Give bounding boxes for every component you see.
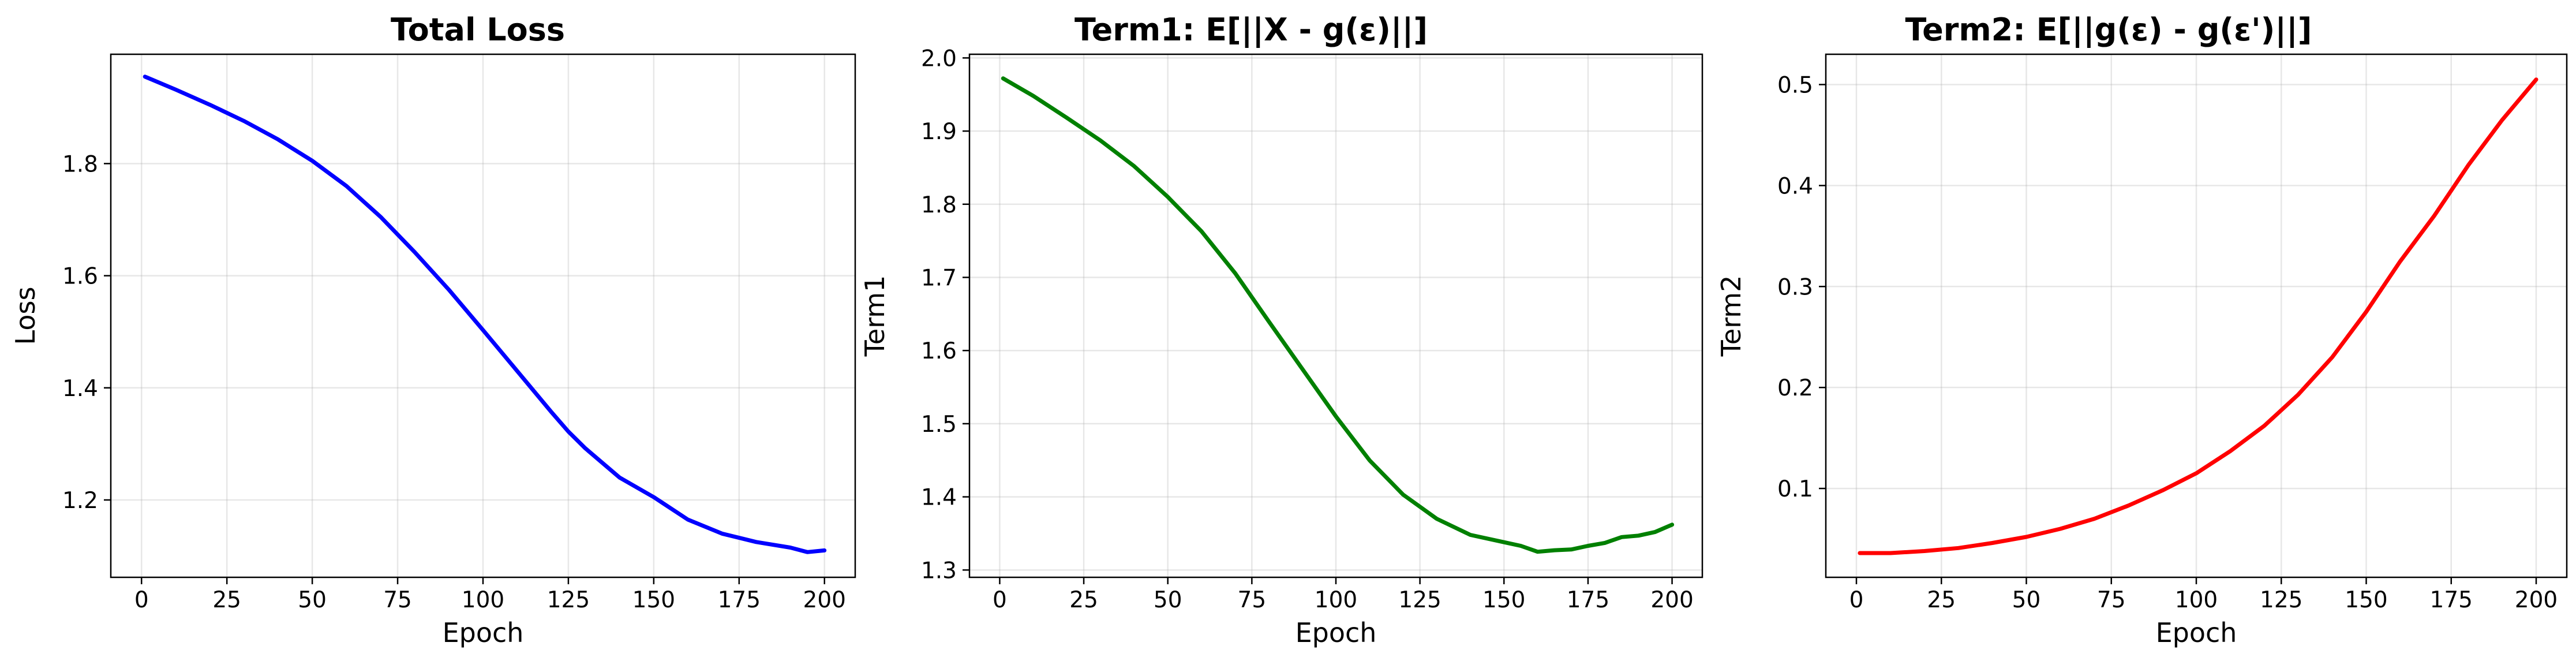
y-tick-label: 1.9 xyxy=(921,119,957,145)
y-tick-label: 0.3 xyxy=(1777,274,1813,300)
y-tick-label: 1.6 xyxy=(62,264,98,290)
x-tick-label: 175 xyxy=(2430,587,2473,613)
x-tick-label: 200 xyxy=(1650,587,1693,613)
y-tick-label: 1.6 xyxy=(921,338,957,364)
x-tick-label: 25 xyxy=(212,587,241,613)
y-tick-label: 0.4 xyxy=(1777,173,1813,199)
x-tick-label: 75 xyxy=(383,587,412,613)
chart-panel-3: 0 25 50 75 100 125 150 175 200 0.1 0.2 0.3 0.4 0.5 Ter… xyxy=(1716,12,2568,648)
series-line xyxy=(143,74,827,554)
y-tick-label: 1.5 xyxy=(921,412,957,438)
y-tick-label: 0.5 xyxy=(1777,72,1813,98)
x-axis-label: Epoch xyxy=(2156,617,2237,648)
x-tick-label: 0 xyxy=(1849,587,1864,613)
x-tick-label: 150 xyxy=(1482,587,1525,613)
x-tick-label: 25 xyxy=(1069,587,1098,613)
x-tick-label: 100 xyxy=(1315,587,1357,613)
series-line xyxy=(1001,76,1675,554)
y-tick-label: 2.0 xyxy=(921,46,957,72)
x-tick-label: 125 xyxy=(547,587,590,613)
x-tick-label: 0 xyxy=(993,587,1007,613)
x-tick-label: 50 xyxy=(2012,587,2041,613)
y-tick-label: 1.4 xyxy=(921,485,957,511)
y-axis-label: Loss xyxy=(10,287,41,345)
x-tick-label: 175 xyxy=(718,587,761,613)
chart-title: Term2: E[||g(ε) - g(ε')||] xyxy=(1905,12,2312,48)
chart-panel-1: 0 25 50 75 100 125 150 175 200 1.2 1.4 1.6 1.8 Total … xyxy=(10,12,856,648)
y-tick-label: 1.8 xyxy=(921,192,957,218)
x-tick-label: 150 xyxy=(632,587,675,613)
x-tick-label: 200 xyxy=(803,587,846,613)
x-tick-label: 175 xyxy=(1567,587,1609,613)
x-tick-label: 150 xyxy=(2345,587,2387,613)
y-tick-label: 1.2 xyxy=(62,488,98,514)
x-tick-label: 200 xyxy=(2515,587,2558,613)
x-tick-label: 100 xyxy=(462,587,504,613)
x-tick-label: 125 xyxy=(2260,587,2302,613)
chart-title: Total Loss xyxy=(391,12,565,48)
y-tick-label: 1.4 xyxy=(62,376,98,402)
x-axis-label: Epoch xyxy=(1296,617,1377,648)
x-tick-label: 0 xyxy=(134,587,149,613)
y-axis-label: Term2 xyxy=(1716,275,1747,357)
y-tick-label: 0.2 xyxy=(1777,375,1813,401)
chart-panel-2: 0 25 50 75 100 125 150 175 200 1.3 1.4 1.5 1.6 1.7 1.8… xyxy=(859,12,1703,648)
x-tick-label: 25 xyxy=(1927,587,1956,613)
series-line xyxy=(1858,77,2538,555)
y-tick-label: 0.1 xyxy=(1777,476,1813,502)
x-tick-label: 75 xyxy=(2097,587,2126,613)
x-tick-label: 100 xyxy=(2175,587,2218,613)
y-axis-label: Term1 xyxy=(859,275,890,357)
chart-title: Term1: E[||X - g(ε)||] xyxy=(1074,12,1428,48)
x-axis-label: Epoch xyxy=(443,617,524,648)
x-tick-label: 75 xyxy=(1238,587,1267,613)
y-tick-label: 1.3 xyxy=(921,558,957,584)
x-tick-label: 50 xyxy=(1154,587,1182,613)
x-tick-label: 50 xyxy=(298,587,327,613)
y-tick-label: 1.8 xyxy=(62,151,98,177)
y-tick-label: 1.7 xyxy=(921,265,957,291)
x-tick-label: 125 xyxy=(1398,587,1441,613)
